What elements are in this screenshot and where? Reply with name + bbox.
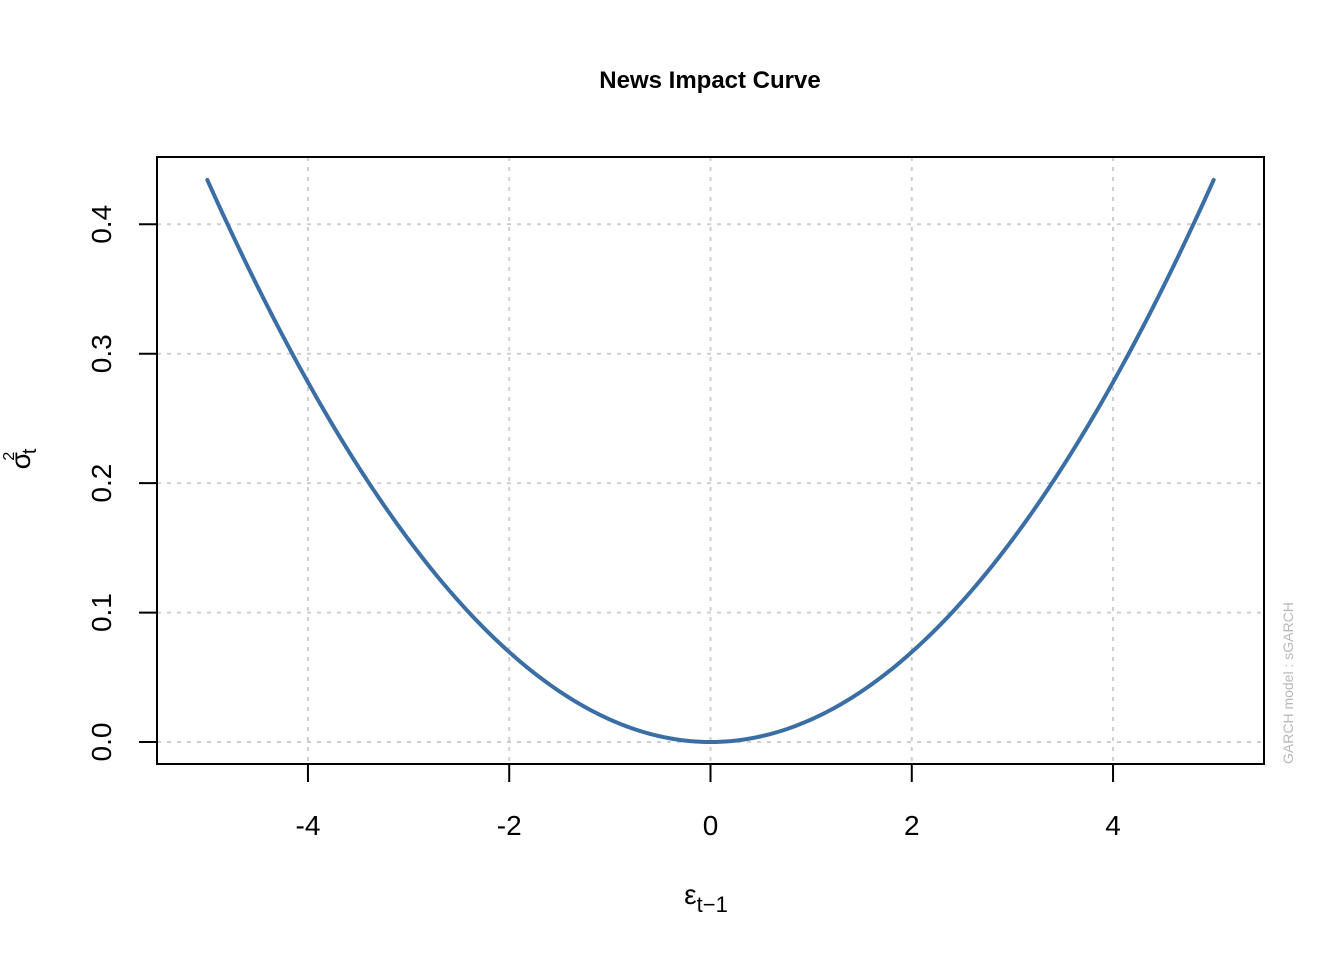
model-watermark: GARCH model : sGARCH [1280, 602, 1296, 764]
chart-title: News Impact Curve [599, 67, 820, 94]
grid-lines [157, 157, 1264, 764]
x-axis: -4 -2 0 2 4 [296, 764, 1121, 841]
y-axis-label-sup: 2 [1, 452, 18, 461]
y-axis: 0.0 0.1 0.2 0.3 0.4 [86, 205, 157, 762]
series-line [205, 177, 1216, 744]
y-tick-label: 0.2 [86, 464, 117, 503]
svg-text:σt2: σt2 [1, 448, 41, 469]
y-axis-label: σt2 [1, 448, 41, 469]
x-tick-label: 2 [904, 810, 920, 841]
x-tick-label: -2 [497, 810, 522, 841]
x-tick-label: 0 [703, 810, 719, 841]
x-axis-label-sub: t−1 [697, 892, 728, 917]
y-axis-label-sub: t [19, 448, 41, 454]
y-tick-label: 0.1 [86, 593, 117, 632]
y-tick-label: 0.0 [86, 723, 117, 762]
series-layer [205, 177, 1216, 744]
y-axis-label-base: σ [5, 452, 36, 469]
x-axis-label: εt−1 [684, 879, 728, 917]
x-tick-label: -4 [296, 810, 321, 841]
y-tick-label: 0.4 [86, 205, 117, 244]
x-tick-label: 4 [1105, 810, 1121, 841]
x-axis-label-base: ε [684, 879, 696, 910]
y-tick-label: 0.3 [86, 334, 117, 373]
